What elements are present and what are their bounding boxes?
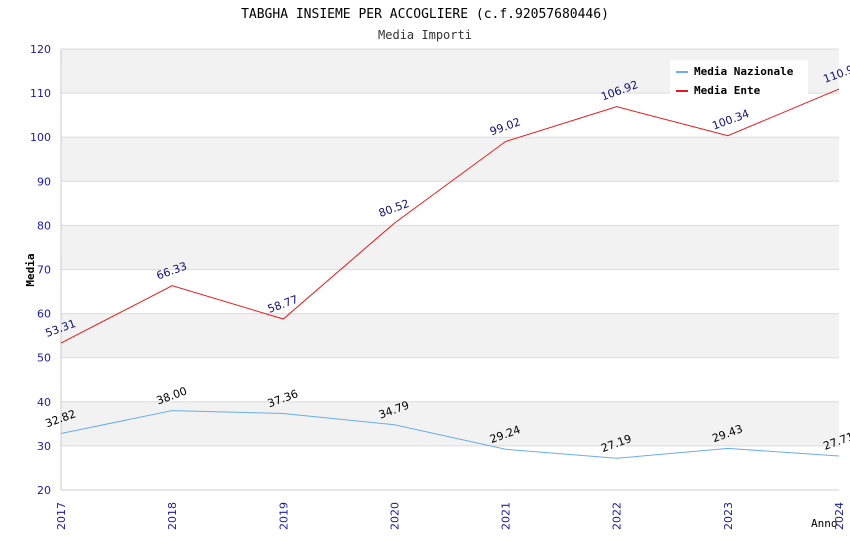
y-tick-label: 120 bbox=[30, 43, 51, 56]
x-axis-ticks: 2017 2018 2019 2020 2021 2022 2023 2024 bbox=[55, 502, 846, 530]
legend-box bbox=[670, 60, 808, 96]
series-line-ente bbox=[60, 88, 840, 344]
plot-band bbox=[61, 93, 839, 138]
y-tick-label: 80 bbox=[37, 219, 51, 232]
grid-lines bbox=[60, 48, 839, 491]
y-tick-label: 70 bbox=[37, 264, 51, 277]
x-tick-label: 2019 bbox=[277, 502, 290, 530]
series-line-nazionale bbox=[60, 410, 840, 459]
y-tick-label: 30 bbox=[37, 440, 51, 453]
series-lines bbox=[60, 88, 840, 459]
y-tick-label: 100 bbox=[30, 131, 51, 144]
x-tick-label: 2018 bbox=[166, 502, 179, 530]
plot-band bbox=[61, 401, 839, 446]
x-tick-label: 2022 bbox=[611, 502, 624, 530]
x-tick-label: 2017 bbox=[55, 502, 68, 530]
x-tick-label: 2023 bbox=[722, 502, 735, 530]
plot-band bbox=[61, 269, 839, 314]
chart-subtitle: Media Importi bbox=[378, 28, 472, 42]
plot-band bbox=[61, 445, 839, 490]
plot-band bbox=[61, 313, 839, 358]
y-tick-label: 110 bbox=[30, 87, 51, 100]
y-axis-label: Media bbox=[24, 253, 37, 286]
plot-band bbox=[61, 357, 839, 402]
legend-label-ente: Media Ente bbox=[694, 84, 761, 97]
x-tick-label: 2024 bbox=[833, 502, 846, 530]
x-axis-label: Anno bbox=[811, 517, 838, 530]
x-tick-label: 2021 bbox=[500, 502, 513, 530]
x-tick-label: 2020 bbox=[388, 502, 401, 530]
y-tick-label: 40 bbox=[37, 396, 51, 409]
y-tick-label: 60 bbox=[37, 308, 51, 321]
y-tick-label: 50 bbox=[37, 352, 51, 365]
plot-band bbox=[61, 137, 839, 182]
legend: Media Nazionale Media Ente bbox=[670, 60, 808, 97]
y-tick-label: 90 bbox=[37, 175, 51, 188]
y-tick-label: 20 bbox=[37, 484, 51, 497]
y-axis-ticks: 20 30 40 50 60 70 80 90 100 110 120 bbox=[30, 43, 51, 497]
chart-title: TABGHA INSIEME PER ACCOGLIERE (c.f.92057… bbox=[241, 7, 609, 22]
legend-label-nazionale: Media Nazionale bbox=[694, 65, 794, 78]
plot-band bbox=[61, 225, 839, 270]
plot-band bbox=[61, 181, 839, 226]
